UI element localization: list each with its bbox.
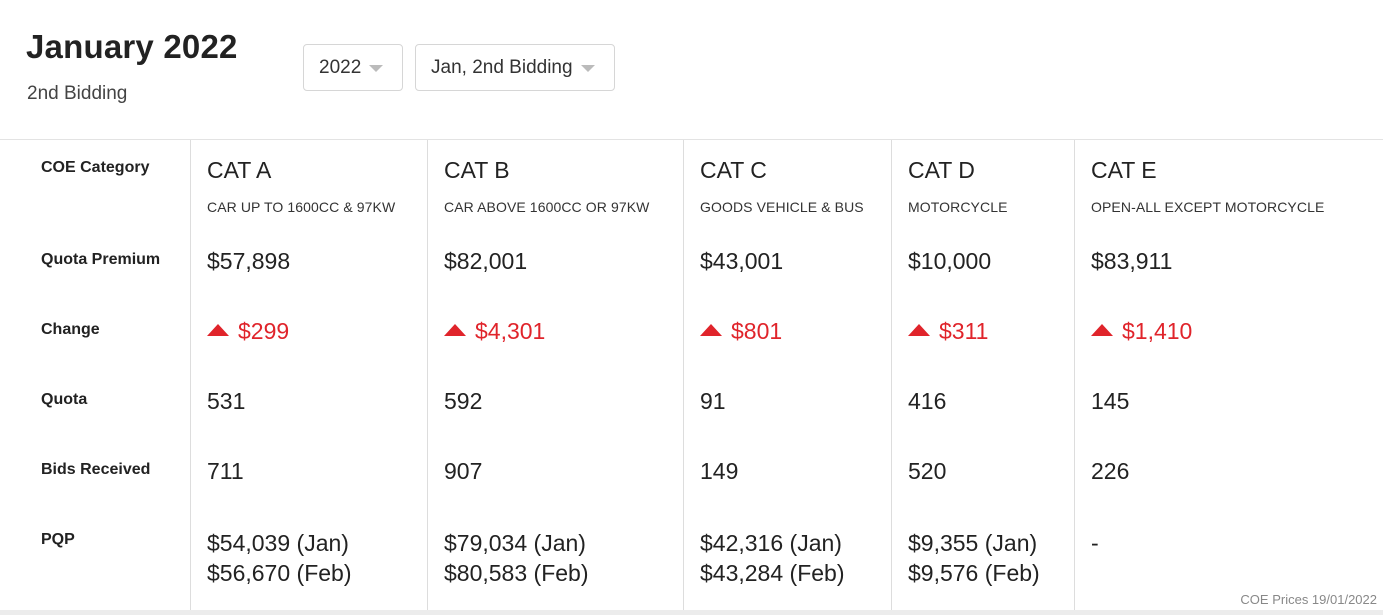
pqp-values: $9,355 (Jan) $9,576 (Feb): [908, 528, 1040, 588]
category-name: CAT E: [1091, 157, 1157, 183]
triangle-up-icon: [444, 324, 466, 336]
row-labels-column: COE Category Quota Premium Change Quota …: [0, 140, 191, 612]
pqp-jan: $79,034 (Jan): [444, 530, 586, 556]
pqp-feb: $9,576 (Feb): [908, 560, 1040, 586]
change-value: $4,301: [444, 318, 545, 345]
row-label-quota-premium: Quota Premium: [41, 251, 161, 268]
category-name: CAT D: [908, 157, 975, 183]
triangle-up-icon: [908, 324, 930, 336]
pqp-values: -: [1091, 528, 1099, 558]
page-subtitle: 2nd Bidding: [27, 83, 128, 104]
row-label-quota: Quota: [41, 391, 88, 408]
change-value: $299: [207, 318, 289, 345]
change-value: $311: [908, 318, 988, 345]
quota-premium-value: $43,001: [700, 248, 784, 274]
category-name: CAT A: [207, 157, 272, 183]
bidding-round-select[interactable]: Jan, 2nd Bidding: [415, 44, 615, 91]
quota-premium-value: $57,898: [207, 248, 291, 274]
quota-value: 416: [908, 388, 947, 414]
bids-received-value: 520: [908, 458, 947, 484]
category-description: CAR UP TO 1600CC & 97KW: [207, 199, 396, 215]
row-label-pqp: PQP: [41, 531, 75, 548]
change-amount: $311: [939, 318, 989, 344]
page-header: January 2022 2nd Bidding 2022 Jan, 2nd B…: [0, 0, 1383, 140]
bottom-divider: [0, 610, 1383, 615]
category-description: GOODS VEHICLE & BUS: [700, 199, 864, 215]
row-label-change: Change: [41, 321, 100, 338]
change-value: $1,410: [1091, 318, 1192, 345]
pqp-jan: $42,316 (Jan): [700, 530, 842, 556]
change-amount: $299: [238, 318, 290, 344]
bids-received-value: 711: [207, 458, 244, 484]
pqp-values: $42,316 (Jan) $43,284 (Feb): [700, 528, 844, 588]
quota-value: 531: [207, 388, 246, 414]
quota-premium-value: $10,000: [908, 248, 992, 274]
triangle-up-icon: [207, 324, 229, 336]
category-column-d: CAT D MOTORCYCLE $10,000 $311 416 520 $9…: [892, 140, 1075, 612]
triangle-up-icon: [700, 324, 722, 336]
quota-premium-value: $82,001: [444, 248, 528, 274]
change-value: $801: [700, 318, 782, 345]
pqp-feb: $80,583 (Feb): [444, 560, 589, 586]
pqp-feb: $43,284 (Feb): [700, 560, 845, 586]
pqp-jan: $9,355 (Jan): [908, 530, 1038, 556]
caret-down-icon: [369, 65, 384, 72]
category-name: CAT B: [444, 157, 510, 183]
category-name: CAT C: [700, 157, 767, 183]
pqp-values: $79,034 (Jan) $80,583 (Feb): [444, 528, 588, 588]
bids-received-value: 149: [700, 458, 739, 484]
bidding-round-value: Jan, 2nd Bidding: [431, 56, 573, 78]
category-description: OPEN-ALL EXCEPT MOTORCYCLE: [1091, 199, 1325, 215]
category-description: MOTORCYCLE: [908, 199, 1008, 215]
category-column-a: CAT A CAR UP TO 1600CC & 97KW $57,898 $2…: [191, 140, 428, 612]
change-amount: $4,301: [475, 318, 546, 344]
quota-premium-value: $83,911: [1091, 248, 1173, 274]
category-column-e: CAT E OPEN-ALL EXCEPT MOTORCYCLE $83,911…: [1075, 140, 1383, 612]
bids-received-value: 907: [444, 458, 483, 484]
caret-down-icon: [580, 65, 595, 72]
row-label-category: COE Category: [41, 159, 150, 176]
pqp-values: $54,039 (Jan) $56,670 (Feb): [207, 528, 351, 588]
quota-value: 145: [1091, 388, 1130, 414]
page-title: January 2022: [26, 28, 238, 65]
row-label-bids-received: Bids Received: [41, 461, 151, 478]
category-description: CAR ABOVE 1600CC OR 97KW: [444, 199, 650, 215]
year-select[interactable]: 2022: [303, 44, 403, 91]
change-amount: $1,410: [1122, 318, 1193, 344]
pqp-jan: -: [1091, 530, 1099, 556]
pqp-jan: $54,039 (Jan): [207, 530, 349, 556]
category-column-b: CAT B CAR ABOVE 1600CC OR 97KW $82,001 $…: [428, 140, 684, 612]
category-column-c: CAT C GOODS VEHICLE & BUS $43,001 $801 9…: [684, 140, 892, 612]
quota-value: 592: [444, 388, 483, 414]
triangle-up-icon: [1091, 324, 1113, 336]
change-amount: $801: [731, 318, 783, 344]
quota-value: 91: [700, 388, 726, 414]
year-select-value: 2022: [319, 56, 362, 78]
prices-footnote: COE Prices 19/01/2022: [1240, 592, 1377, 607]
pqp-feb: $56,670 (Feb): [207, 560, 352, 586]
bids-received-value: 226: [1091, 458, 1130, 484]
